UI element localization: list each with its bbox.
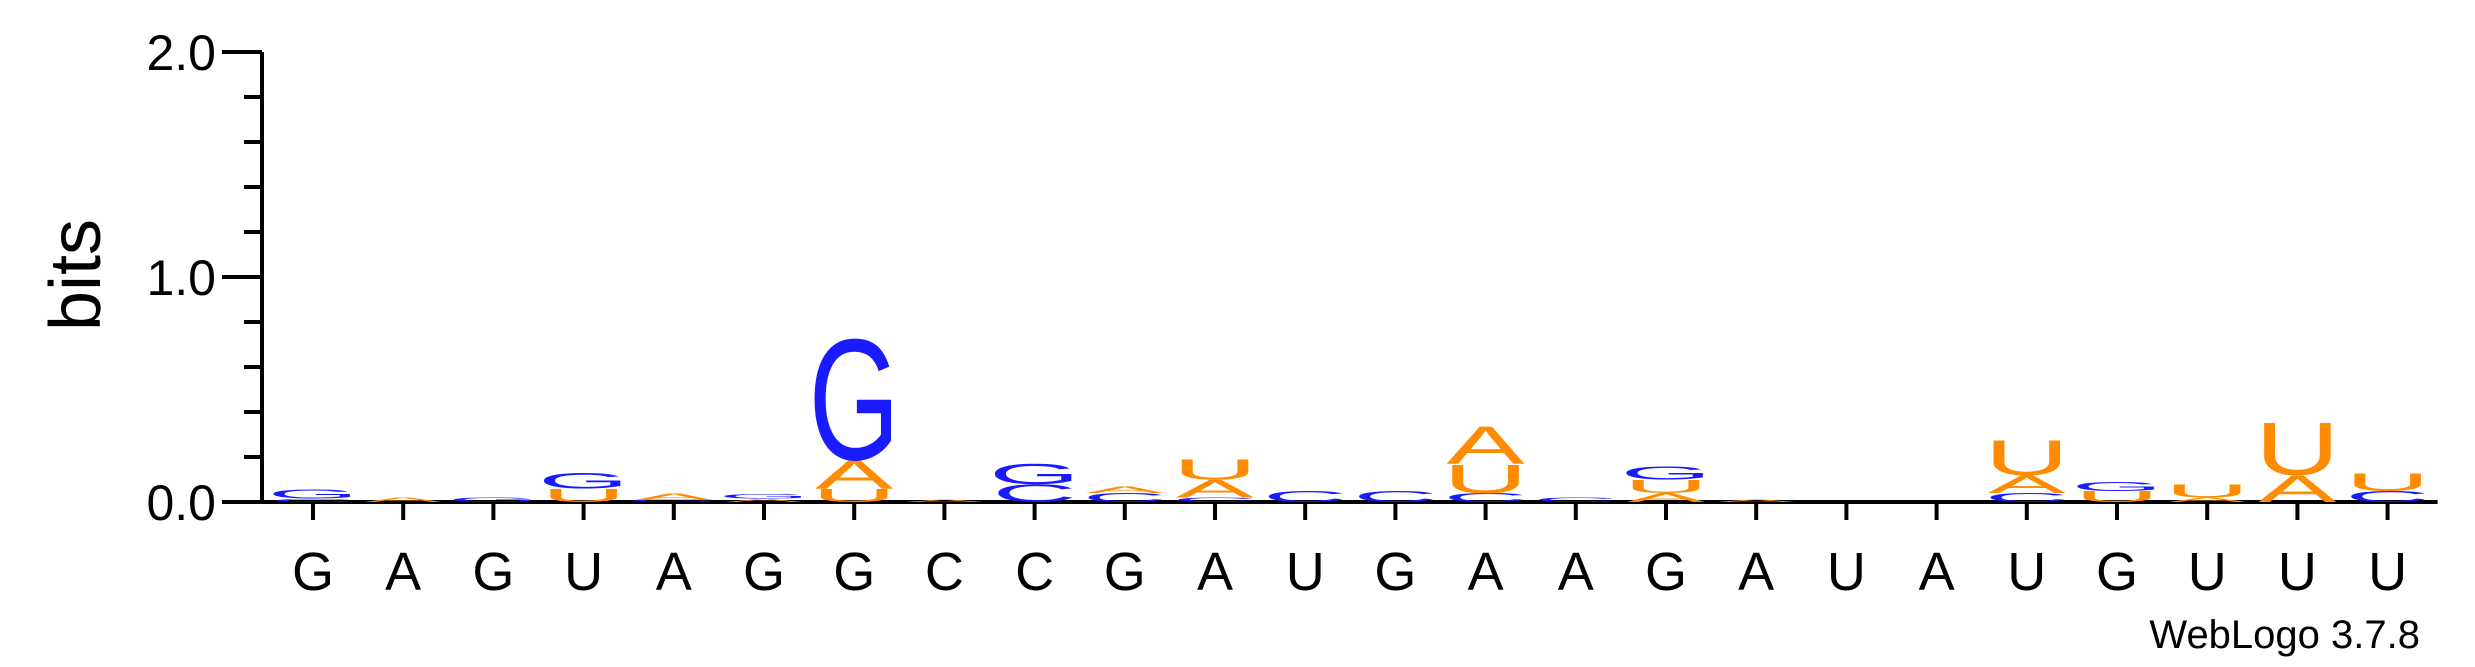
logo-letter-G: G	[448, 496, 539, 503]
logo-letter-A: A	[725, 498, 804, 503]
x-tick-label: G	[292, 542, 334, 602]
x-tick-label: A	[1558, 542, 1594, 602]
x-tick-label: G	[472, 542, 514, 602]
logo-letter-U: U	[2255, 407, 2340, 491]
logo-letter-C: C	[1534, 496, 1619, 503]
logo-letter-C: C	[1353, 488, 1438, 506]
logo-letter-C: C	[2345, 488, 2430, 506]
logo-letter-A: A	[1176, 475, 1255, 503]
logo-letter-C: C	[1263, 488, 1348, 506]
logo-letter-U: U	[2345, 468, 2430, 496]
logo-letter-A: A	[1717, 499, 1796, 503]
logo-letter-G: G	[1620, 462, 1711, 483]
logo-letter-C: C	[271, 498, 356, 503]
logo-letter-A: A	[635, 491, 714, 502]
logo-letter-U: U	[2075, 488, 2160, 506]
x-tick-label: C	[925, 542, 964, 602]
logo-letter-G: G	[628, 499, 719, 503]
y-tick-label: 2.0	[146, 25, 216, 81]
logo-letter-A: A	[905, 499, 984, 503]
logo-letter-U: U	[2165, 480, 2250, 501]
chart-axes: 0.0 1.0 2.0	[146, 25, 2438, 531]
x-tick-label: A	[656, 542, 692, 602]
logo-letter-U: U	[1624, 476, 1709, 497]
logo-letter-C: C	[1173, 496, 1258, 503]
y-axis-label: bits	[36, 219, 116, 331]
logo-letter-G: G	[809, 304, 900, 497]
logo-letter-G: G	[2071, 479, 2162, 493]
x-tick-label: U	[2368, 542, 2407, 602]
logo-letter-C: C	[992, 479, 1077, 507]
x-tick-label: A	[1468, 542, 1504, 602]
x-tick-label: U	[2278, 542, 2317, 602]
logo-letter-A: A	[1447, 416, 1525, 475]
logo-letter-A: A	[1627, 491, 1706, 505]
x-tick-label: G	[1374, 542, 1416, 602]
x-tick-label: U	[564, 542, 603, 602]
logo-letter-C: C	[1083, 491, 1168, 505]
weblogo-credit: WebLogo 3.7.8	[2149, 613, 2420, 657]
x-tick-label: G	[1104, 542, 1146, 602]
x-tick-label: G	[1645, 542, 1687, 602]
x-tick-label: C	[1015, 542, 1054, 602]
logo-letter-A: A	[2258, 468, 2336, 510]
x-tick-label: A	[385, 542, 421, 602]
logo-letter-G: G	[718, 493, 809, 500]
logo-letter-G: G	[267, 487, 358, 501]
y-tick-label: 1.0	[146, 250, 216, 306]
x-tick-label: U	[1827, 542, 1866, 602]
x-tick-label: A	[1197, 542, 1233, 602]
logo-letter-G: G	[989, 459, 1080, 491]
x-tick-label: A	[1919, 542, 1955, 602]
x-tick-label: A	[1738, 542, 1774, 602]
logo-letter-U: U	[1173, 454, 1258, 486]
logo-letter-G: G	[538, 469, 629, 494]
x-tick-label: G	[2096, 542, 2138, 602]
logo-letter-A: A	[815, 452, 894, 498]
logo-letter-A: A	[1086, 484, 1165, 495]
logo-letter-A: A	[2168, 496, 2247, 503]
logo-letter-U: U	[541, 485, 626, 506]
logo-letter-C: C	[1443, 491, 1528, 505]
logo-letter-A: A	[1988, 470, 2067, 498]
logo-letter-C: C	[1985, 491, 2070, 505]
x-tick-label: U	[2007, 542, 2046, 602]
x-tick-label: U	[2188, 542, 2227, 602]
x-tick-label: G	[833, 542, 875, 602]
logo-letter-U: U	[812, 485, 897, 506]
logo-letter-U: U	[1443, 456, 1528, 502]
y-tick-label: 0.0	[146, 475, 216, 531]
logo-letter-U: U	[1985, 430, 2070, 486]
logo-letter-A: A	[364, 496, 443, 503]
x-tick-label: G	[743, 542, 785, 602]
x-tick-label: U	[1286, 542, 1325, 602]
